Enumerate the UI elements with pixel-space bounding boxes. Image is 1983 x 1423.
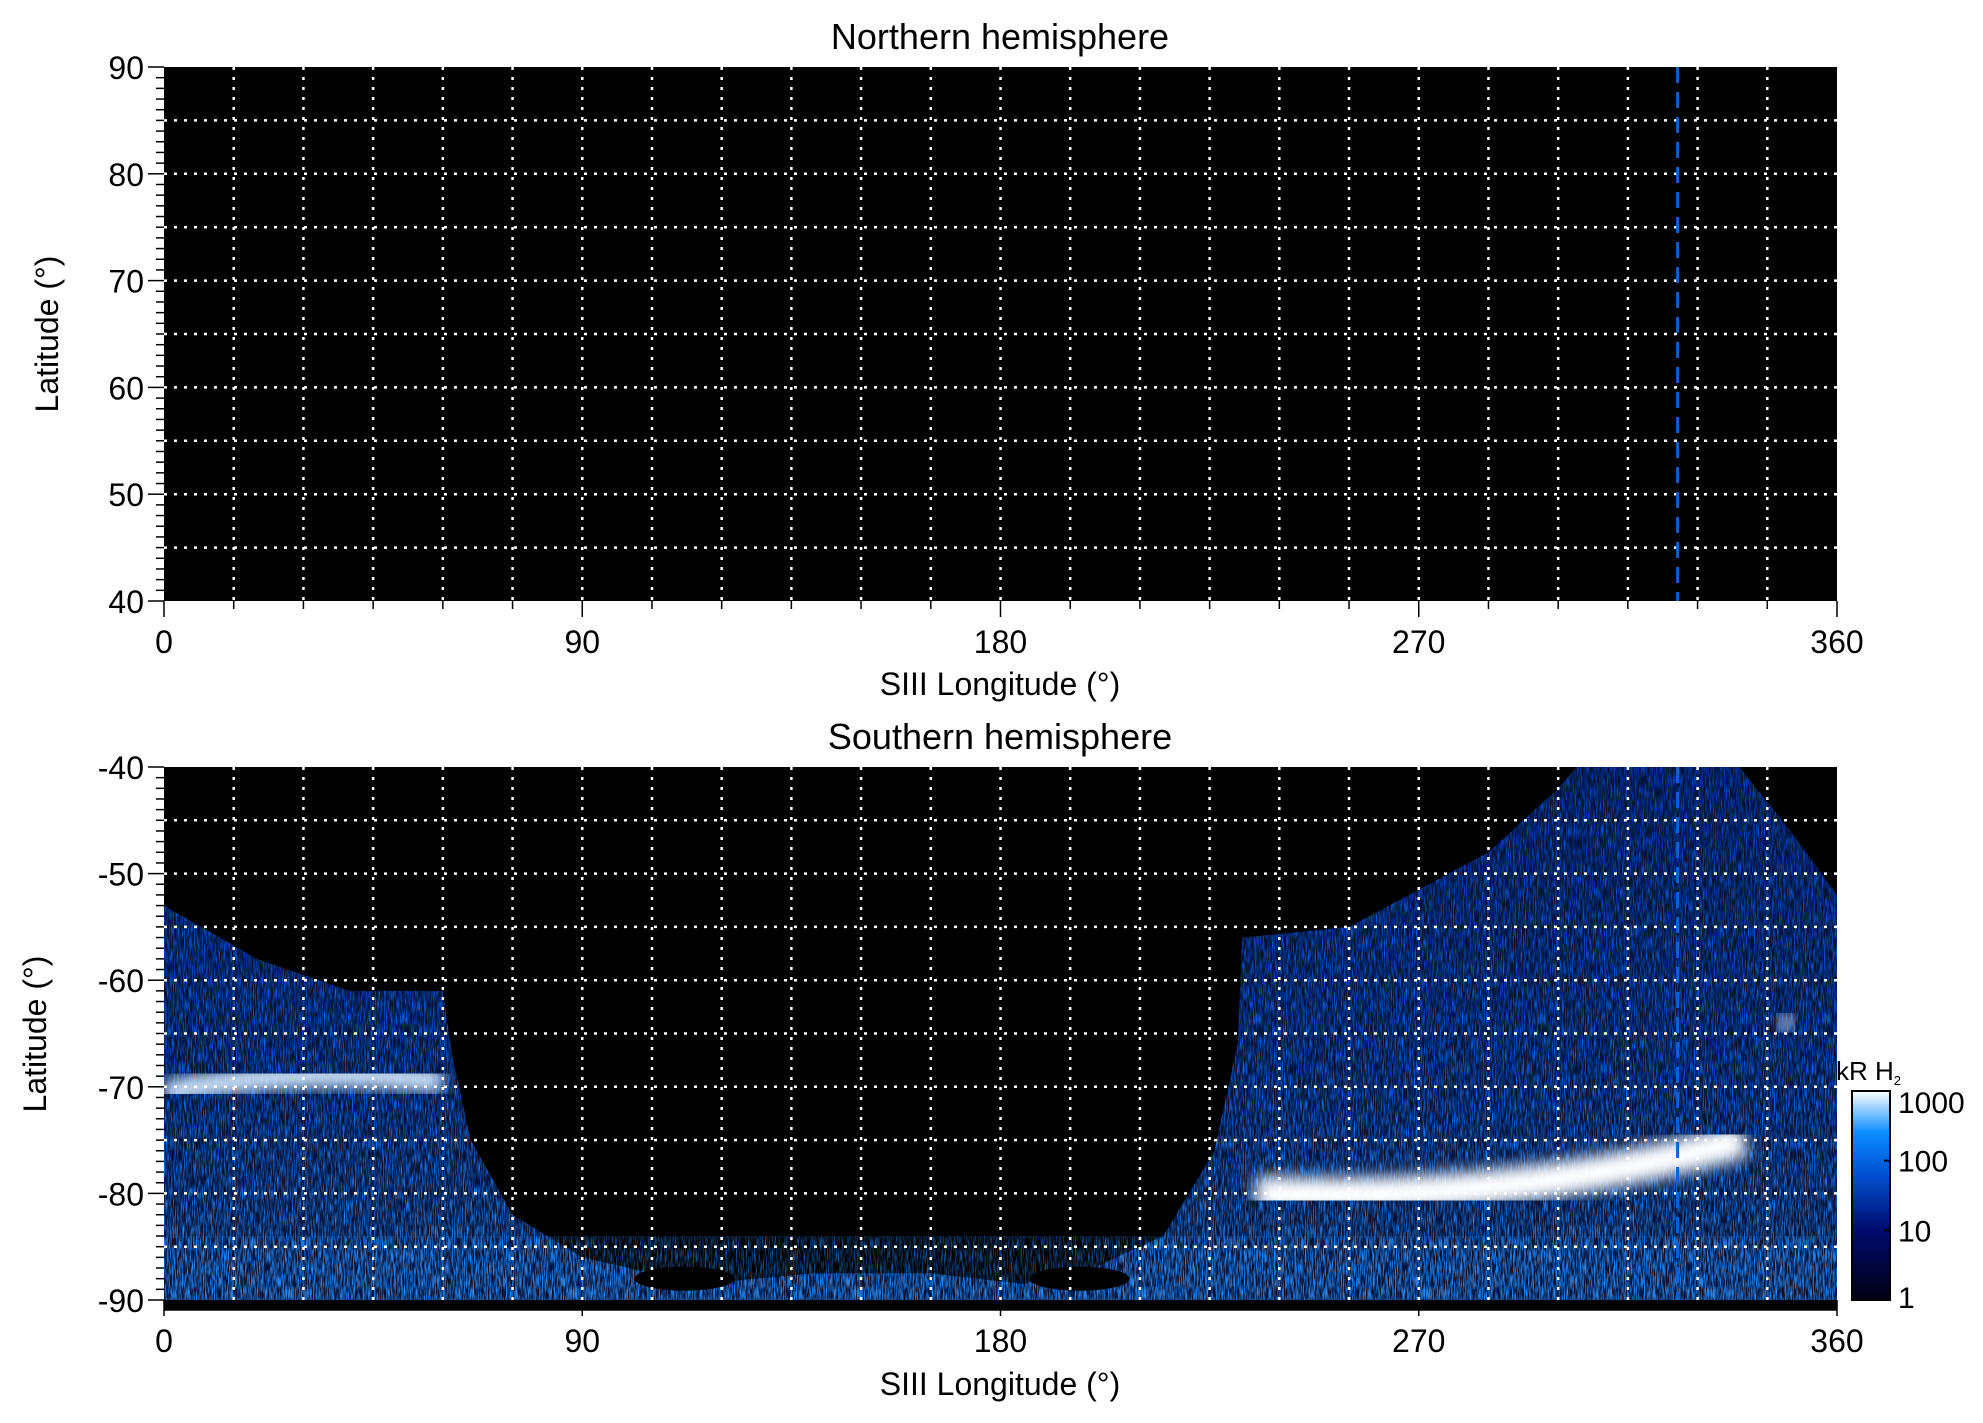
south-xlabel: SIII Longitude (°) [880, 1366, 1120, 1402]
north-xlabel: SIII Longitude (°) [880, 666, 1120, 702]
south-panel: Southern hemisphere 0 90 180 270 360 -90 -80 -7… [17, 716, 1965, 1402]
colorbar-tick-label: 1 [1898, 1282, 1915, 1315]
x-tick-label: 360 [1810, 1323, 1863, 1359]
x-tick-label: 0 [155, 624, 173, 660]
x-tick-label: 0 [155, 1323, 173, 1359]
colorbar-tick-label: 10 [1898, 1215, 1931, 1248]
south-axes: 0 90 180 270 360 -90 -80 -70 -60 -50 -40 [98, 750, 1864, 1359]
south-emission-map [161, 767, 1837, 1311]
colorbar-tick-label: 100 [1898, 1146, 1948, 1179]
y-tick-label: 50 [108, 477, 144, 513]
y-tick-label: -60 [98, 963, 144, 999]
north-axes: 0 90 180 270 360 40 50 60 70 80 90 [108, 50, 1863, 660]
x-tick-label: 180 [974, 624, 1027, 660]
colorbar-gradient [1851, 1090, 1891, 1301]
north-ylabel: Latitude (°) [29, 256, 65, 413]
south-title: Southern hemisphere [828, 716, 1172, 757]
y-tick-label: 70 [108, 264, 144, 300]
x-tick-label: 270 [1392, 1323, 1445, 1359]
colorbar-label: kR H2 [1836, 1056, 1901, 1088]
auroral-oval-right [1255, 1123, 1749, 1212]
x-tick-label: 90 [564, 624, 600, 660]
y-tick-label: -90 [98, 1283, 144, 1319]
y-tick-label: 60 [108, 370, 144, 406]
x-tick-label: 90 [564, 1323, 600, 1359]
shadow-ellipse [1029, 1266, 1130, 1291]
colorbar-ticks: 1 10 100 1000 [1884, 1087, 1965, 1315]
colorbar: kR H2 1 10 100 1000 [1836, 1056, 1965, 1315]
y-tick-label: -80 [98, 1176, 144, 1212]
x-tick-label: 270 [1392, 624, 1445, 660]
auroral-spot [1777, 1014, 1794, 1031]
north-title: Northern hemisphere [831, 16, 1169, 57]
south-ylabel: Latitude (°) [17, 956, 53, 1113]
y-tick-label: -50 [98, 857, 144, 893]
north-plot-area [164, 67, 1837, 601]
y-tick-label: 80 [108, 157, 144, 193]
x-tick-label: 180 [974, 1323, 1027, 1359]
x-tick-label: 360 [1810, 624, 1863, 660]
y-tick-label: -40 [98, 750, 144, 786]
y-tick-label: 40 [108, 584, 144, 620]
north-panel: Northern hemisphere 0 90 180 270 360 40 50 60 70… [29, 16, 1864, 702]
auroral-oval-left [161, 1064, 445, 1103]
shadow-ellipse [634, 1266, 735, 1291]
emission-texture [164, 767, 1837, 1300]
y-tick-label: -70 [98, 1070, 144, 1106]
colorbar-tick-label: 1000 [1898, 1087, 1965, 1120]
y-tick-label: 90 [108, 50, 144, 86]
